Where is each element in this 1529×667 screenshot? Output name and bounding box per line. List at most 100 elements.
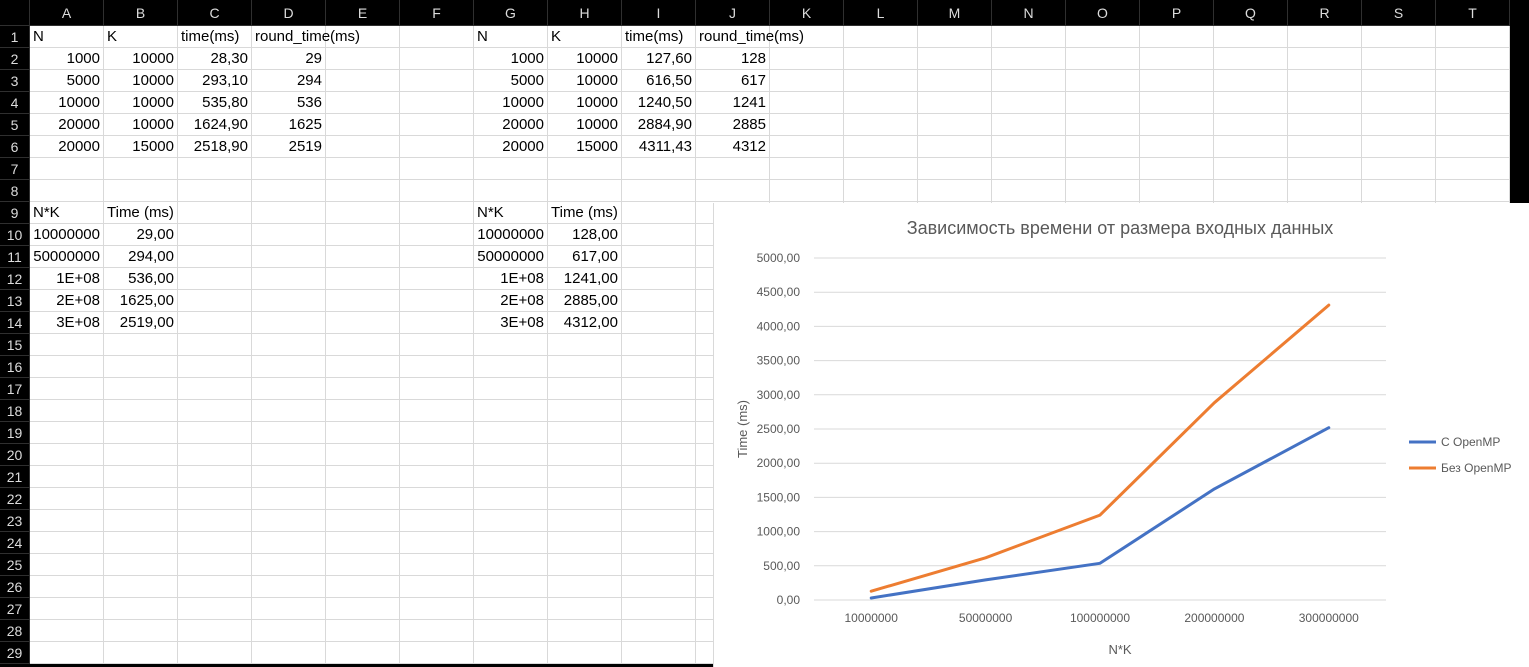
- cell-c7[interactable]: [178, 158, 252, 180]
- column-header-s[interactable]: S: [1362, 0, 1436, 26]
- cell-d12[interactable]: [252, 268, 326, 290]
- cell-i20[interactable]: [622, 444, 696, 466]
- cell-r1[interactable]: [1288, 26, 1362, 48]
- cell-r8[interactable]: [1288, 180, 1362, 202]
- cell-a25[interactable]: [30, 554, 104, 576]
- cell-n1[interactable]: [992, 26, 1066, 48]
- cell-f13[interactable]: [400, 290, 474, 312]
- cell-r2[interactable]: [1288, 48, 1362, 70]
- cell-l3[interactable]: [844, 70, 918, 92]
- cell-g16[interactable]: [474, 356, 548, 378]
- row-header-29[interactable]: 29: [0, 642, 30, 664]
- cell-b21[interactable]: [104, 466, 178, 488]
- cell-b25[interactable]: [104, 554, 178, 576]
- cell-r5[interactable]: [1288, 114, 1362, 136]
- cell-i10[interactable]: [622, 224, 696, 246]
- cell-d17[interactable]: [252, 378, 326, 400]
- cell-a18[interactable]: [30, 400, 104, 422]
- row-header-23[interactable]: 23: [0, 510, 30, 532]
- cell-b17[interactable]: [104, 378, 178, 400]
- cell-h3[interactable]: 10000: [548, 70, 622, 92]
- cell-f18[interactable]: [400, 400, 474, 422]
- cell-a22[interactable]: [30, 488, 104, 510]
- cell-d1[interactable]: round_time(ms): [252, 26, 360, 48]
- cell-b24[interactable]: [104, 532, 178, 554]
- cell-g20[interactable]: [474, 444, 548, 466]
- cell-b1[interactable]: K: [104, 26, 178, 48]
- cell-r4[interactable]: [1288, 92, 1362, 114]
- cell-h26[interactable]: [548, 576, 622, 598]
- cell-f3[interactable]: [400, 70, 474, 92]
- cell-g23[interactable]: [474, 510, 548, 532]
- cell-e10[interactable]: [326, 224, 400, 246]
- cell-b7[interactable]: [104, 158, 178, 180]
- cell-b20[interactable]: [104, 444, 178, 466]
- cell-c1[interactable]: time(ms): [178, 26, 252, 48]
- cell-d11[interactable]: [252, 246, 326, 268]
- cell-a11[interactable]: 50000000: [30, 246, 104, 268]
- cell-c17[interactable]: [178, 378, 252, 400]
- row-header-4[interactable]: 4: [0, 92, 30, 114]
- cell-c2[interactable]: 28,30: [178, 48, 252, 70]
- cell-d7[interactable]: [252, 158, 326, 180]
- cell-a26[interactable]: [30, 576, 104, 598]
- cell-a14[interactable]: 3E+08: [30, 312, 104, 334]
- cell-s6[interactable]: [1362, 136, 1436, 158]
- cell-h12[interactable]: 1241,00: [548, 268, 622, 290]
- cell-h2[interactable]: 10000: [548, 48, 622, 70]
- cell-e28[interactable]: [326, 620, 400, 642]
- cell-m4[interactable]: [918, 92, 992, 114]
- cell-e15[interactable]: [326, 334, 400, 356]
- cell-h24[interactable]: [548, 532, 622, 554]
- cell-t4[interactable]: [1436, 92, 1510, 114]
- cell-o8[interactable]: [1066, 180, 1140, 202]
- cell-i18[interactable]: [622, 400, 696, 422]
- cell-h27[interactable]: [548, 598, 622, 620]
- cell-h8[interactable]: [548, 180, 622, 202]
- cell-k3[interactable]: [770, 70, 844, 92]
- row-header-28[interactable]: 28: [0, 620, 30, 642]
- cell-e11[interactable]: [326, 246, 400, 268]
- cell-c18[interactable]: [178, 400, 252, 422]
- cell-c10[interactable]: [178, 224, 252, 246]
- row-header-13[interactable]: 13: [0, 290, 30, 312]
- cell-e27[interactable]: [326, 598, 400, 620]
- cell-i11[interactable]: [622, 246, 696, 268]
- cell-f14[interactable]: [400, 312, 474, 334]
- cell-c14[interactable]: [178, 312, 252, 334]
- cell-g14[interactable]: 3E+08: [474, 312, 548, 334]
- cell-f25[interactable]: [400, 554, 474, 576]
- cell-q7[interactable]: [1214, 158, 1288, 180]
- cell-i19[interactable]: [622, 422, 696, 444]
- cell-g10[interactable]: 10000000: [474, 224, 548, 246]
- cell-f7[interactable]: [400, 158, 474, 180]
- cell-c12[interactable]: [178, 268, 252, 290]
- row-header-17[interactable]: 17: [0, 378, 30, 400]
- cell-c11[interactable]: [178, 246, 252, 268]
- cell-p5[interactable]: [1140, 114, 1214, 136]
- cell-h20[interactable]: [548, 444, 622, 466]
- cell-f26[interactable]: [400, 576, 474, 598]
- cell-g3[interactable]: 5000: [474, 70, 548, 92]
- cell-m7[interactable]: [918, 158, 992, 180]
- cell-f15[interactable]: [400, 334, 474, 356]
- cell-e29[interactable]: [326, 642, 400, 664]
- cell-d15[interactable]: [252, 334, 326, 356]
- cell-b5[interactable]: 10000: [104, 114, 178, 136]
- cell-t7[interactable]: [1436, 158, 1510, 180]
- row-header-22[interactable]: 22: [0, 488, 30, 510]
- column-header-e[interactable]: E: [326, 0, 400, 26]
- cell-h6[interactable]: 15000: [548, 136, 622, 158]
- cell-d24[interactable]: [252, 532, 326, 554]
- cell-b26[interactable]: [104, 576, 178, 598]
- cell-d3[interactable]: 294: [252, 70, 326, 92]
- column-header-f[interactable]: F: [400, 0, 474, 26]
- cell-l4[interactable]: [844, 92, 918, 114]
- row-header-12[interactable]: 12: [0, 268, 30, 290]
- cell-i29[interactable]: [622, 642, 696, 664]
- cell-n4[interactable]: [992, 92, 1066, 114]
- cell-d25[interactable]: [252, 554, 326, 576]
- cell-a10[interactable]: 10000000: [30, 224, 104, 246]
- cell-g2[interactable]: 1000: [474, 48, 548, 70]
- cell-b10[interactable]: 29,00: [104, 224, 178, 246]
